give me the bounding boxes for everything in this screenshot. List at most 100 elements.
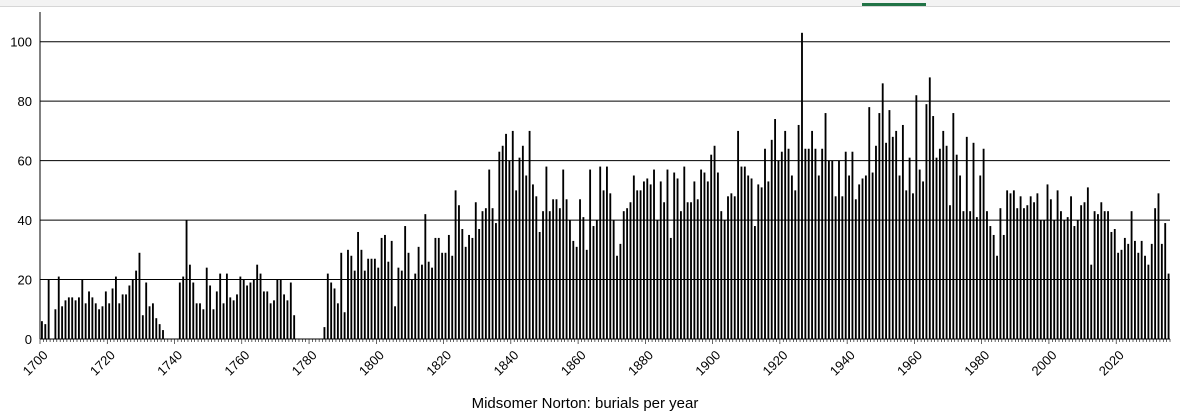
bar bbox=[330, 282, 333, 339]
bar bbox=[373, 258, 376, 339]
bar bbox=[706, 181, 709, 339]
bar bbox=[441, 252, 444, 339]
bar bbox=[1140, 240, 1143, 339]
bar bbox=[898, 175, 901, 339]
bar bbox=[612, 220, 615, 339]
bar bbox=[683, 166, 686, 339]
bar bbox=[1019, 196, 1022, 339]
bar bbox=[91, 297, 94, 339]
bar bbox=[723, 220, 726, 339]
bar bbox=[141, 315, 144, 339]
bar bbox=[377, 267, 380, 339]
bar bbox=[824, 113, 827, 339]
bar bbox=[814, 148, 817, 339]
x-tick-label: 1720 bbox=[87, 347, 118, 378]
bar bbox=[555, 199, 558, 339]
bar bbox=[434, 237, 437, 339]
bar bbox=[283, 294, 286, 339]
bar bbox=[451, 255, 454, 339]
bar bbox=[747, 175, 750, 339]
bar bbox=[854, 199, 857, 339]
bar bbox=[343, 312, 346, 339]
x-tick-label: 1800 bbox=[356, 347, 387, 378]
bar bbox=[400, 270, 403, 339]
bar bbox=[740, 166, 743, 339]
bar bbox=[108, 303, 111, 339]
bar bbox=[915, 95, 918, 340]
bar bbox=[838, 160, 840, 339]
bar bbox=[942, 130, 945, 339]
bar bbox=[901, 124, 904, 339]
bar bbox=[61, 306, 64, 339]
bar bbox=[626, 208, 629, 339]
x-tick-label: 1760 bbox=[221, 347, 252, 378]
bar bbox=[575, 246, 578, 339]
bar bbox=[1063, 220, 1066, 339]
bar bbox=[104, 291, 107, 339]
bar bbox=[737, 130, 740, 339]
x-tick-label: 1820 bbox=[423, 347, 454, 378]
bar bbox=[88, 291, 90, 339]
bar bbox=[1086, 187, 1089, 339]
x-tick-label: 1880 bbox=[625, 347, 656, 378]
bar bbox=[804, 148, 807, 339]
bar bbox=[427, 261, 430, 339]
bar bbox=[67, 297, 70, 339]
bar bbox=[1130, 211, 1133, 339]
y-tick-label: 20 bbox=[18, 273, 32, 288]
bar bbox=[693, 181, 696, 339]
bar bbox=[1026, 205, 1029, 339]
bar bbox=[182, 276, 185, 339]
bar bbox=[215, 291, 218, 339]
bar bbox=[525, 175, 528, 339]
bar bbox=[1093, 211, 1096, 339]
bar bbox=[780, 151, 783, 339]
bar bbox=[733, 196, 736, 339]
bar bbox=[242, 279, 245, 339]
bar bbox=[750, 178, 753, 339]
bar bbox=[770, 139, 773, 339]
bar bbox=[969, 211, 972, 339]
bar bbox=[807, 148, 810, 339]
bar bbox=[542, 211, 544, 339]
bar bbox=[1073, 226, 1076, 339]
bar bbox=[764, 148, 766, 339]
bar bbox=[585, 249, 588, 339]
bar bbox=[501, 145, 504, 339]
bar bbox=[380, 237, 383, 339]
bar bbox=[259, 273, 262, 339]
bar bbox=[918, 169, 921, 339]
bar bbox=[801, 32, 803, 340]
bar bbox=[1134, 240, 1136, 339]
bar bbox=[276, 279, 279, 339]
bar bbox=[387, 261, 390, 339]
bar bbox=[965, 136, 968, 339]
bar bbox=[821, 148, 824, 339]
bar bbox=[1002, 234, 1005, 339]
bar bbox=[989, 226, 992, 339]
bar bbox=[404, 226, 407, 339]
bar bbox=[878, 113, 881, 339]
bar bbox=[532, 184, 534, 339]
bar bbox=[54, 309, 57, 339]
bar bbox=[1117, 252, 1120, 339]
bar bbox=[653, 169, 655, 339]
bar bbox=[528, 130, 531, 339]
bar bbox=[696, 199, 699, 339]
bar bbox=[491, 208, 494, 339]
bar bbox=[649, 184, 652, 339]
bar bbox=[962, 211, 965, 339]
bar bbox=[350, 255, 353, 339]
bar bbox=[1029, 196, 1032, 339]
bar bbox=[1049, 199, 1052, 339]
bar bbox=[784, 130, 787, 339]
bar bbox=[447, 234, 450, 339]
x-tick-label: 1860 bbox=[558, 347, 589, 378]
x-tick-label: 1900 bbox=[692, 347, 723, 378]
bar bbox=[1150, 243, 1153, 339]
bar bbox=[128, 285, 131, 339]
bar bbox=[390, 240, 393, 339]
bar bbox=[471, 237, 474, 339]
x-tick-label: 1700 bbox=[20, 347, 51, 378]
bar bbox=[437, 237, 440, 339]
